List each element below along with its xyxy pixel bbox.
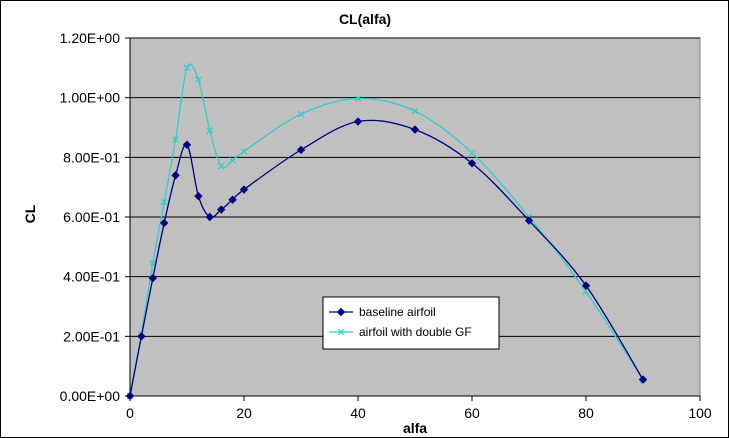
x-tick-label: 60: [464, 405, 480, 421]
y-axis-title: CL: [22, 204, 38, 223]
y-tick-label: 8.00E-01: [63, 149, 120, 165]
data-point: [524, 216, 534, 225]
y-axis-tick-labels: 0.00E+00 2.00E-01 4.00E-01 6.00E-01 8.00E-01…: [60, 30, 121, 404]
chart-title: CL(alfa): [339, 11, 391, 27]
data-point: [240, 148, 248, 155]
legend-swatch-marker: [337, 328, 345, 336]
data-point: [354, 95, 362, 102]
series-0: [125, 117, 648, 401]
y-tick-label: 2.00E-01: [63, 328, 120, 344]
x-tick-label: 100: [688, 405, 712, 421]
series-1: [126, 63, 647, 400]
data-point: [353, 117, 363, 126]
data-point: [467, 159, 477, 168]
data-point: [582, 288, 590, 295]
data-point: [137, 332, 146, 341]
legend-swatch-marker: [336, 307, 346, 317]
data-point: [239, 185, 249, 194]
data-point: [410, 125, 420, 134]
data-point: [148, 273, 158, 283]
data-point: [149, 259, 157, 267]
data-point: [206, 127, 214, 134]
x-tick-label: 40: [350, 405, 366, 421]
data-point: [195, 76, 202, 84]
data-point: [171, 171, 180, 180]
legend-label: baseline airfoil: [359, 305, 436, 319]
x-tick-label: 80: [578, 405, 594, 421]
legend-item: airfoil with double GF: [329, 325, 472, 339]
data-point: [217, 163, 225, 170]
y-tick-label: 1.00E+00: [60, 90, 121, 106]
x-tick-label: 20: [236, 405, 252, 421]
data-point: [296, 145, 306, 155]
data-point: [194, 191, 203, 201]
data-point: [205, 212, 215, 222]
y-tick-label: 1.20E+00: [60, 30, 121, 46]
y-tick-label: 0.00E+00: [60, 388, 121, 404]
data-point: [228, 195, 237, 204]
data-point: [160, 198, 168, 206]
legend-item: baseline airfoil: [329, 305, 436, 319]
data-point: [216, 205, 226, 214]
data-point: [159, 218, 169, 228]
data-point: [411, 107, 419, 115]
data-point: [183, 64, 191, 72]
legend-label: airfoil with double GF: [359, 325, 472, 339]
data-point: [581, 281, 591, 290]
x-axis-title: alfa: [403, 420, 427, 436]
data-point: [125, 391, 135, 401]
data-point: [638, 375, 648, 384]
y-tick-label: 4.00E-01: [63, 269, 120, 285]
data-point: [297, 110, 305, 118]
data-point: [468, 149, 476, 157]
data-point: [172, 136, 179, 143]
x-axis-tick-labels: 0 20 40 60 80 100: [126, 405, 712, 421]
y-tick-label: 6.00E-01: [63, 209, 120, 225]
x-tick-label: 0: [126, 405, 134, 421]
data-point: [229, 157, 236, 164]
series-layer: [125, 63, 648, 401]
gridlines: [130, 37, 700, 337]
data-point: [182, 140, 192, 150]
legend-box: [322, 296, 500, 350]
legend: baseline airfoil airfoil with double GF: [322, 296, 500, 350]
